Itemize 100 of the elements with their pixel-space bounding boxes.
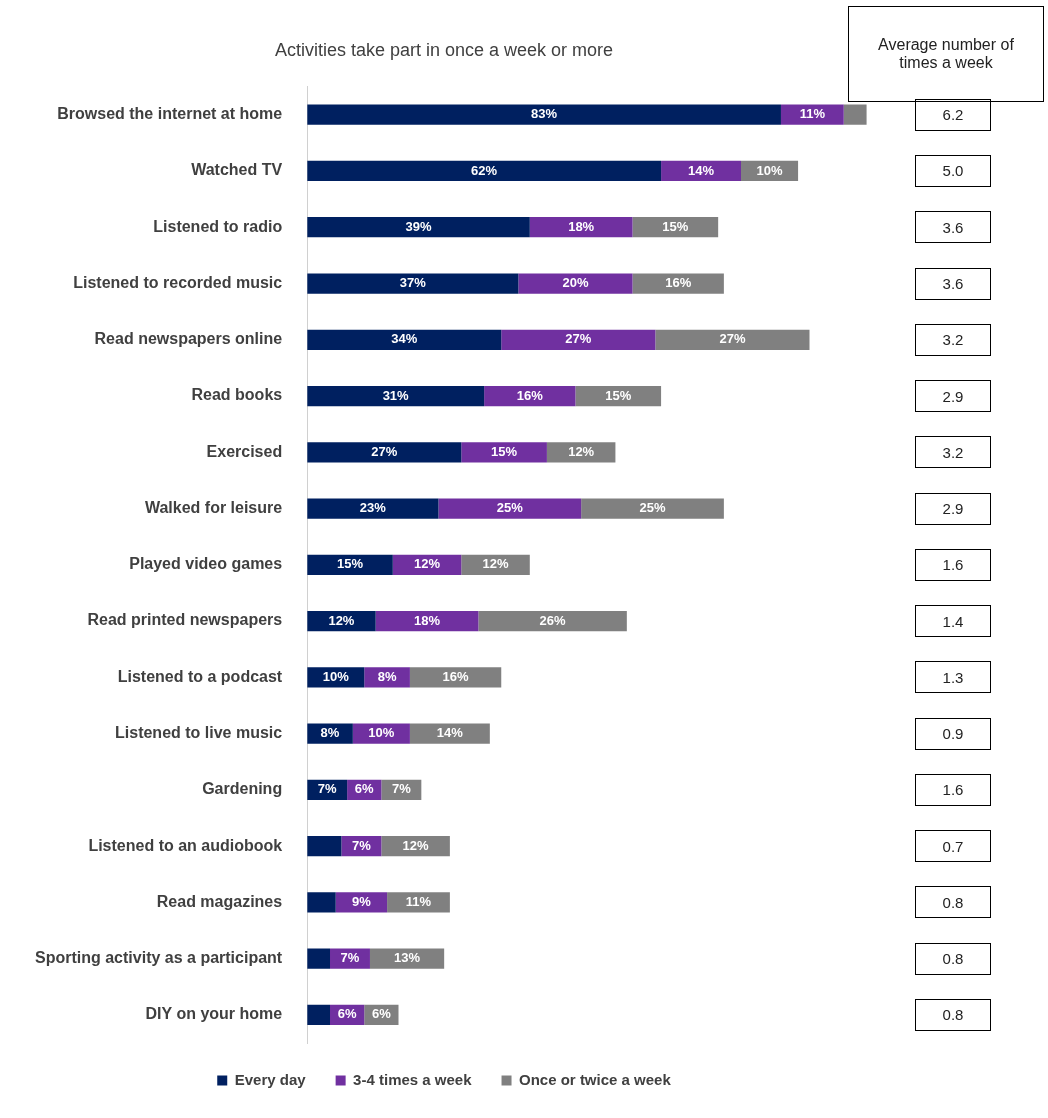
text-box: 0.7 <box>915 830 991 863</box>
bar <box>307 385 485 407</box>
data-label: 16% <box>665 275 692 291</box>
data-label: 14% <box>688 162 715 178</box>
data-label: 7% <box>391 781 412 797</box>
data-label: 7% <box>352 837 372 853</box>
text-box: 3.6 <box>915 211 991 244</box>
text-box: 3.2 <box>915 436 991 469</box>
bar <box>307 892 336 913</box>
y-tick-label: Listened to recorded music <box>73 273 283 291</box>
data-label: 15% <box>336 556 364 572</box>
bar <box>307 442 462 463</box>
bar <box>581 498 724 519</box>
bar <box>307 273 519 294</box>
text-box: 1.6 <box>915 548 991 581</box>
data-label: 9% <box>352 893 372 909</box>
text-box: 5.0 <box>915 155 991 187</box>
data-label: 8% <box>320 725 340 741</box>
bar <box>330 948 370 969</box>
data-label: 16% <box>442 668 470 684</box>
legend-label: Once or twice a week <box>519 1070 672 1088</box>
text-box: 2.9 <box>915 380 991 412</box>
data-label: 12% <box>482 556 509 572</box>
data-label: 26% <box>539 612 567 628</box>
bar <box>307 329 502 350</box>
legend-label: Every day <box>234 1070 307 1088</box>
data-label: 10% <box>368 725 395 741</box>
y-tick-label: Listened to live music <box>115 723 283 741</box>
text-box: 3.2 <box>915 323 991 356</box>
data-label: 14% <box>436 725 464 741</box>
data-label: 7% <box>340 950 360 966</box>
y-tick-label: Sporting activity as a participant <box>35 949 283 967</box>
data-label: 12% <box>328 612 355 628</box>
y-tick-label: Played video games <box>129 555 283 573</box>
bar <box>307 160 662 182</box>
text-box: 0.8 <box>915 998 991 1031</box>
y-tick-label: Walked for leisure <box>144 498 283 516</box>
bar <box>409 723 490 744</box>
y-tick-label: Read newspapers online <box>94 330 283 348</box>
data-label: 10% <box>756 162 783 178</box>
bar <box>501 329 656 350</box>
data-label: 37% <box>399 275 427 291</box>
data-label: 39% <box>405 218 432 234</box>
data-label: 6% <box>337 1006 357 1022</box>
data-label: 12% <box>414 556 441 572</box>
data-label: 15% <box>605 387 632 403</box>
bar <box>307 1004 331 1025</box>
y-tick-label: Watched TV <box>191 161 283 179</box>
data-label: 27% <box>371 443 398 459</box>
bar <box>518 273 633 294</box>
chart-title: Activities take part in once a week or more <box>274 39 614 60</box>
bar <box>438 498 582 519</box>
bar <box>632 273 724 294</box>
y-tick-label: Listened to radio <box>153 217 283 235</box>
bar <box>843 104 867 125</box>
data-label: 11% <box>405 893 432 909</box>
y-tick-label: Gardening <box>202 780 283 798</box>
data-label: 11% <box>799 106 826 122</box>
data-label: 20% <box>562 275 589 291</box>
data-label: 8% <box>377 668 397 684</box>
text-box: 6.2 <box>915 98 991 131</box>
data-label: 27% <box>565 331 592 347</box>
y-tick-label: Browsed the internet at home <box>57 105 283 123</box>
text-box: 1.3 <box>915 661 991 694</box>
data-label: 62% <box>471 162 498 178</box>
legend-label: 3-4 times a week <box>353 1070 473 1088</box>
bar <box>307 104 781 125</box>
bar <box>375 610 479 632</box>
data-label: 25% <box>496 500 524 516</box>
text-box: 3.6 <box>915 267 991 300</box>
y-tick-label: DIY on your home <box>145 1005 283 1023</box>
data-label: 15% <box>491 443 518 459</box>
data-label: 13% <box>394 950 421 966</box>
data-label: 25% <box>639 500 666 516</box>
text-box: 2.9 <box>915 492 991 525</box>
text-box: 0.9 <box>915 717 991 750</box>
bar <box>529 217 633 238</box>
data-label: 31% <box>382 387 410 403</box>
y-tick-label: Read books <box>191 386 283 404</box>
data-label: 34% <box>391 331 418 347</box>
bar <box>369 948 445 969</box>
data-label: 12% <box>568 443 595 459</box>
data-label: 6% <box>371 1006 392 1022</box>
bar <box>461 442 547 463</box>
y-tick-label: Listened to an audiobook <box>88 836 283 854</box>
bar <box>655 329 810 350</box>
data-label: 16% <box>516 387 544 403</box>
data-label: 23% <box>359 500 387 516</box>
data-label: 18% <box>414 612 441 628</box>
bar <box>478 610 627 632</box>
text-box: 1.4 <box>915 605 991 638</box>
y-tick-label: Listened to a podcast <box>117 667 283 685</box>
text-box: 0.8 <box>915 886 991 919</box>
bar <box>575 385 662 407</box>
data-label: 12% <box>402 837 430 853</box>
bar <box>307 948 331 969</box>
bar <box>307 498 439 519</box>
data-label: 27% <box>719 331 746 347</box>
y-tick-label: Read printed newspapers <box>87 611 283 629</box>
bar <box>307 217 530 238</box>
